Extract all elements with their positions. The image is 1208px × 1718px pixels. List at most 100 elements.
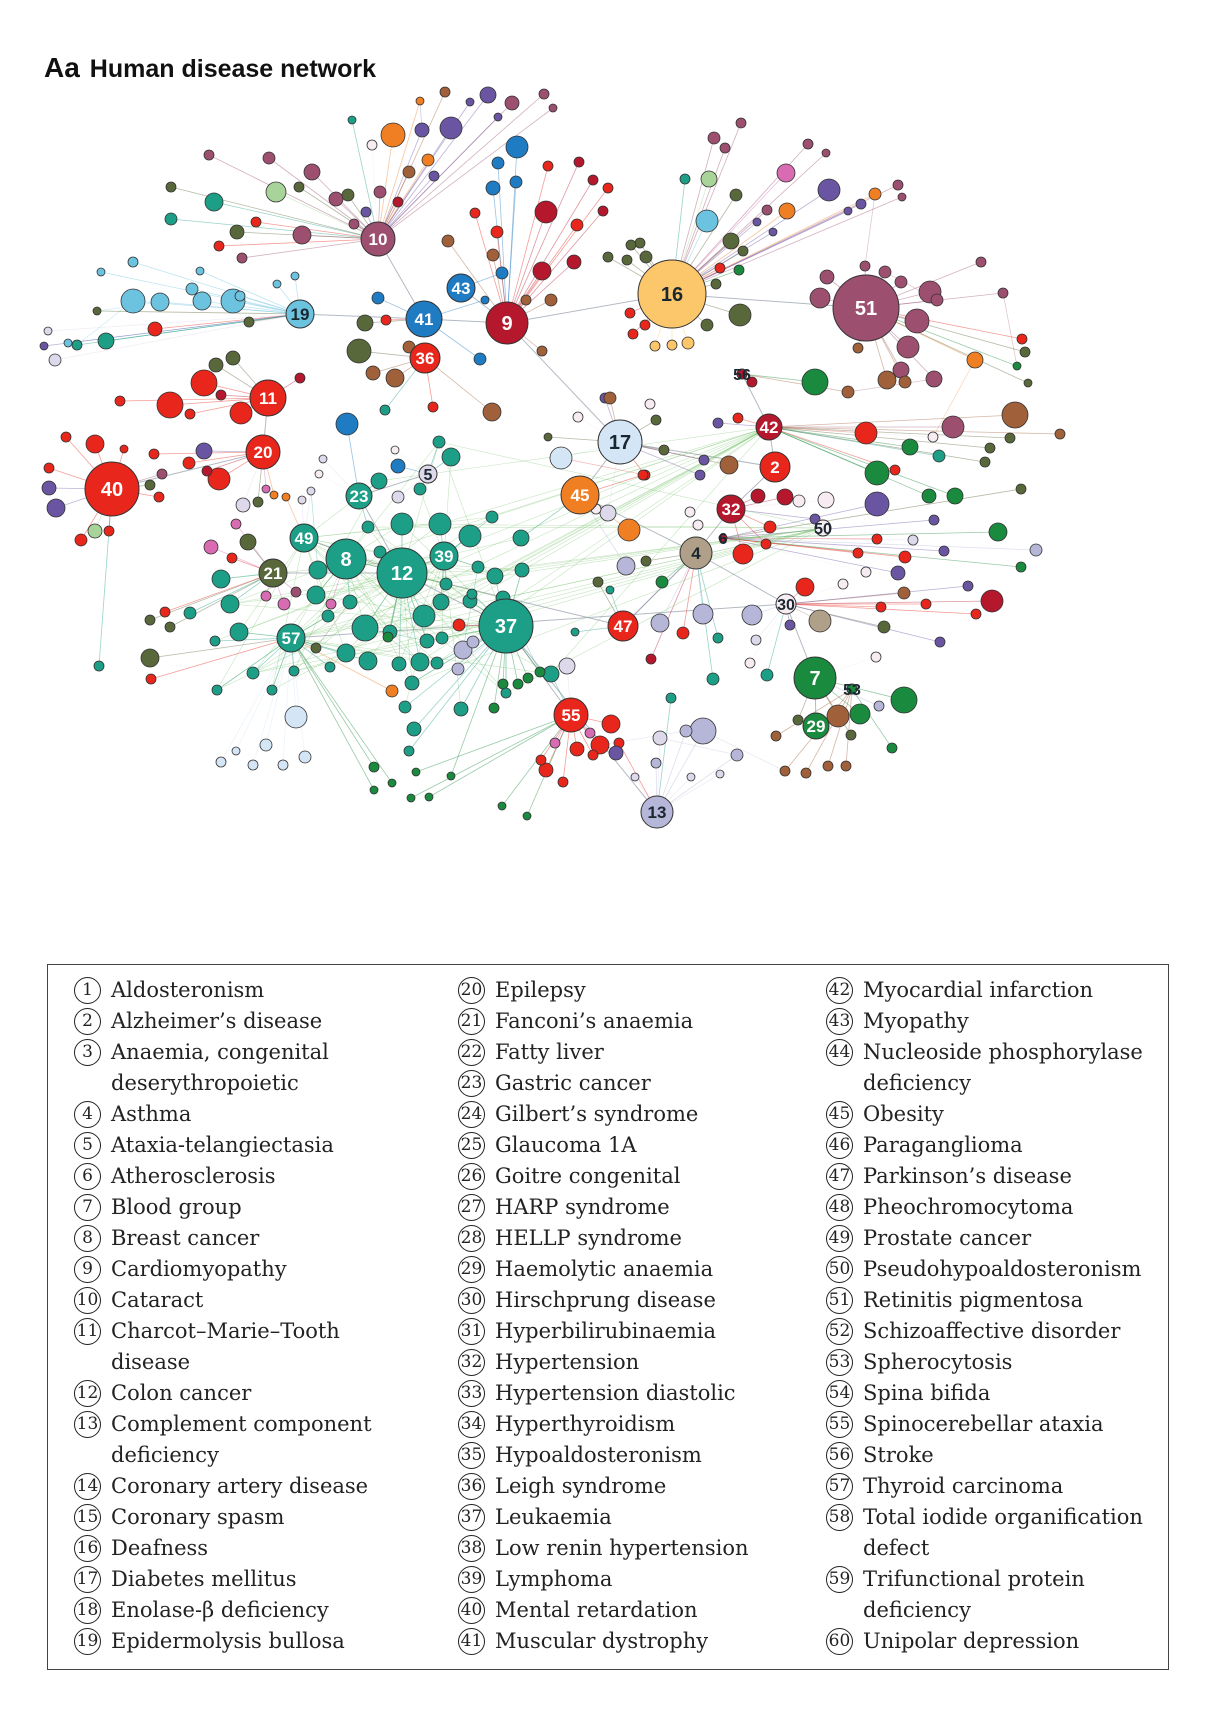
legend-label: Enolase-β deficiency [111,1598,329,1622]
legend-item: 30 Hirschprung disease [458,1285,749,1316]
network-node [466,635,480,649]
network-node-label: 4 [691,544,701,563]
network-node [150,292,170,312]
network-node [303,163,321,181]
legend-item: 32 Hypertension [458,1347,749,1378]
legend-label: Cardiomyopathy [111,1257,287,1281]
network-node-label: 36 [416,349,435,368]
legend-item: 57 Thyroid carcinoma [826,1471,1143,1502]
network-node [382,631,394,643]
network-node [852,547,864,559]
legend-number: 4 [74,1101,101,1128]
legend-number: 21 [458,1008,485,1035]
legend-number: 40 [458,1597,485,1624]
network-node [505,135,529,159]
network-node [744,657,756,669]
network-node [96,267,106,277]
legend-number: 58 [826,1504,853,1531]
network-node [752,217,762,227]
network-node [733,264,745,276]
network-node [373,545,387,559]
legend-label: Myopathy [863,1009,969,1033]
legend-item: 22 Fatty liver [458,1037,749,1068]
network-node [452,618,466,632]
network-node [120,288,146,314]
legend-item: 19 Epidermolysis bullosa [74,1626,372,1657]
network-hub-node [755,413,783,441]
legend-item: 55 Spinocerebellar ataxia [826,1409,1143,1440]
legend-label: Lymphoma [495,1567,613,1591]
legend-item: 36 Leigh syndrome [458,1471,749,1502]
legend-label: Pheochromocytoma [863,1195,1074,1219]
network-node [875,601,887,613]
network-node [482,402,502,422]
legend-item: 13 Complement component deficiency [74,1409,372,1471]
network-node [220,594,240,614]
legend-number: 31 [458,1318,485,1345]
legend-number: 15 [74,1504,101,1531]
network-node [779,765,791,777]
network-node [602,251,614,263]
legend-label: Aldosteronism [111,978,265,1002]
network-node [207,467,231,491]
legend-number: 60 [826,1628,853,1655]
legend-item: 6 Atherosclerosis [74,1161,372,1192]
legend-item: 4 Asthma [74,1099,372,1130]
legend-number: 22 [458,1039,485,1066]
network-node [808,609,832,633]
network-node [230,518,242,530]
network-node [215,756,227,768]
network-node [894,275,908,289]
network-node [480,295,490,305]
legend-number: 18 [74,1597,101,1624]
network-node [297,495,307,505]
legend-label: Hirschprung disease [495,1288,716,1312]
network-node [988,522,1008,542]
legend-label: Goitre congenital [495,1164,681,1188]
network-node [841,385,855,399]
legend-number: 16 [74,1535,101,1562]
network-node [346,338,372,364]
legend-item: 47 Parkinson’s disease [826,1161,1143,1192]
legend-label: Trifunctional protein deficiency [863,1567,1085,1622]
network-node [602,182,614,194]
network-node [262,151,276,165]
legend-label: Gilbert’s syndrome [495,1102,699,1126]
network-node [681,336,695,350]
legend-item: 34 Hyperthyroidism [458,1409,749,1440]
network-node [74,533,88,547]
legend-item: 50 Pseudohypoaldosteronism [826,1254,1143,1285]
network-node [390,445,400,455]
legend-number: 39 [458,1566,485,1593]
legend-label: Deafness [111,1536,209,1560]
network-node [403,745,415,757]
network-node [686,772,696,782]
legend-number: 53 [826,1349,853,1376]
network-node [226,552,238,564]
network-node [644,398,656,410]
network-node [746,376,758,388]
network-hub-node [793,656,837,700]
network-node [719,142,731,154]
network-node [962,580,974,592]
network-node-label: 21 [264,564,283,583]
legend-number: 14 [74,1473,101,1500]
network-node [324,661,336,673]
network-node [415,96,425,106]
legend-label: Low renin hypertension [495,1536,749,1560]
network-node [373,185,387,199]
legend-label: Gastric cancer [495,1071,651,1095]
network-node [92,306,102,316]
network-node [776,488,794,506]
network-node-label: 40 [101,479,123,501]
network-node [432,435,446,449]
legend-column-2: 20 Epilepsy 21 Fanconi’s anaemia 22 Fatty liv… [458,975,749,1657]
network-hub-node [832,274,900,342]
network-node [114,395,126,407]
legend-number: 19 [74,1628,101,1655]
network-node [605,585,615,595]
network-node [308,560,328,580]
legend-number: 57 [826,1473,853,1500]
network-hub-node [258,558,288,588]
network-hub-node [716,494,746,524]
